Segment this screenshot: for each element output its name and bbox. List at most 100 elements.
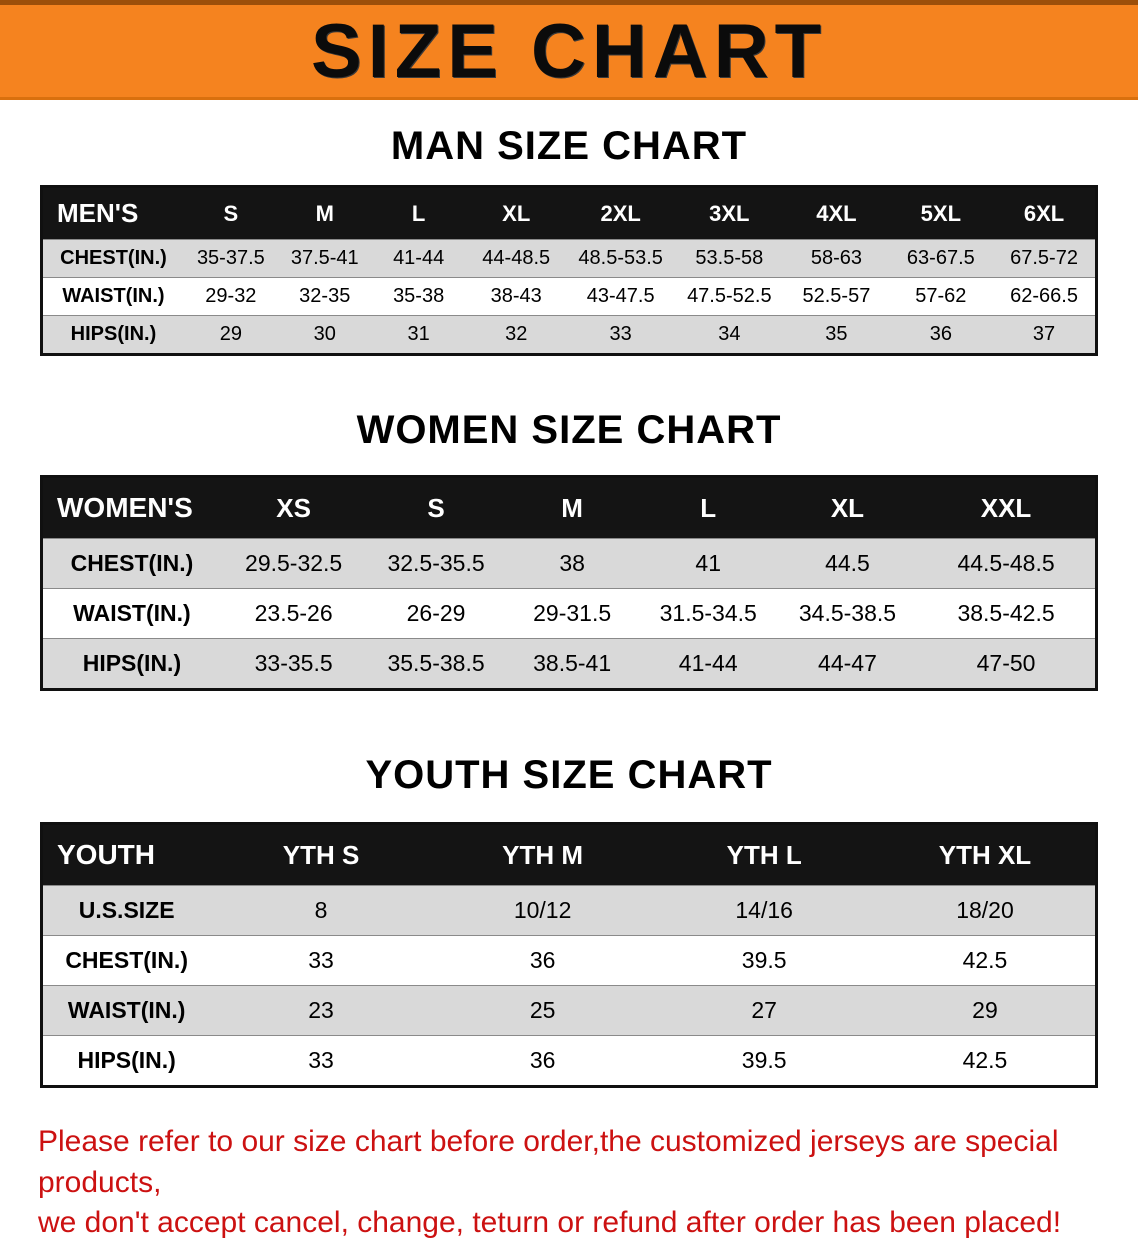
row-label: CHEST(IN.): [41, 538, 221, 589]
cell: 29: [874, 985, 1097, 1036]
women-waist-row: WAIST(IN.) 23.5-26 26-29 29-31.5 31.5-34…: [41, 588, 1097, 639]
row-label: CHEST(IN.): [41, 935, 211, 986]
women-header-label: WOMEN'S: [41, 476, 221, 539]
men-chest-row: CHEST(IN.) 35-37.5 37.5-41 41-44 44-48.5…: [41, 239, 1097, 278]
women-header-size: XS: [220, 476, 367, 539]
cell: 44.5-48.5: [917, 538, 1097, 589]
footer-note: Please refer to our size chart before or…: [38, 1122, 1100, 1244]
cell: 33: [210, 1035, 432, 1087]
cell: 38.5-42.5: [917, 588, 1097, 639]
cell: 26-29: [366, 588, 506, 639]
cell: 23.5-26: [220, 588, 367, 639]
cell: 31: [371, 315, 466, 355]
cell: 44-48.5: [465, 239, 567, 278]
cell: 48.5-53.5: [566, 239, 675, 278]
row-label: HIPS(IN.): [41, 1035, 211, 1087]
men-size-table: MEN'S S M L XL 2XL 3XL 4XL 5XL 6XL CHEST…: [40, 185, 1098, 356]
men-header-row: MEN'S S M L XL 2XL 3XL 4XL 5XL 6XL: [41, 186, 1097, 240]
row-label: CHEST(IN.): [41, 239, 184, 278]
cell: 62-66.5: [993, 277, 1097, 316]
men-header-size: XL: [465, 186, 567, 240]
men-header-size: 6XL: [993, 186, 1097, 240]
cell: 41-44: [638, 638, 778, 690]
cell: 37: [993, 315, 1097, 355]
men-section-heading: MAN SIZE CHART: [390, 124, 748, 168]
banner: SIZE CHART: [0, 0, 1138, 100]
cell: 38: [505, 538, 639, 589]
cell: 32: [465, 315, 567, 355]
cell: 39.5: [653, 1035, 875, 1087]
cell: 33: [210, 935, 432, 986]
banner-title: SIZE CHART: [311, 8, 827, 94]
row-label: U.S.SIZE: [41, 885, 211, 936]
cell: 44.5: [777, 538, 918, 589]
row-label: WAIST(IN.): [41, 588, 221, 639]
cell: 37.5-41: [277, 239, 372, 278]
cell: 14/16: [653, 885, 875, 936]
cell: 35-38: [371, 277, 466, 316]
cell: 42.5: [874, 935, 1097, 986]
youth-hips-row: HIPS(IN.) 33 36 39.5 42.5: [41, 1035, 1097, 1087]
youth-header-row: YOUTH YTH S YTH M YTH L YTH XL: [41, 823, 1097, 886]
cell: 34: [674, 315, 785, 355]
cell: 39.5: [653, 935, 875, 986]
men-header-size: L: [371, 186, 466, 240]
cell: 43-47.5: [566, 277, 675, 316]
men-header-label: MEN'S: [41, 186, 184, 240]
youth-ussize-row: U.S.SIZE 8 10/12 14/16 18/20: [41, 885, 1097, 936]
men-header-size: M: [277, 186, 372, 240]
cell: 32.5-35.5: [366, 538, 506, 589]
cell: 41: [638, 538, 778, 589]
cell: 35-37.5: [183, 239, 278, 278]
cell: 58-63: [784, 239, 889, 278]
cell: 47-50: [917, 638, 1097, 690]
footer-note-line2: we don't accept cancel, change, teturn o…: [38, 1206, 1062, 1239]
women-chest-row: CHEST(IN.) 29.5-32.5 32.5-35.5 38 41 44.…: [41, 538, 1097, 589]
row-label: WAIST(IN.): [41, 985, 211, 1036]
women-header-size: S: [366, 476, 506, 539]
cell: 38-43: [465, 277, 567, 316]
cell: 36: [431, 1035, 654, 1087]
cell: 32-35: [277, 277, 372, 316]
cell: 29-32: [183, 277, 278, 316]
men-header-size: 2XL: [566, 186, 675, 240]
women-size-table: WOMEN'S XS S M L XL XXL CHEST(IN.) 29.5-…: [40, 475, 1098, 691]
cell: 52.5-57: [784, 277, 889, 316]
youth-chest-row: CHEST(IN.) 33 36 39.5 42.5: [41, 935, 1097, 986]
women-header-size: M: [505, 476, 639, 539]
cell: 47.5-52.5: [674, 277, 785, 316]
youth-header-size: YTH L: [653, 823, 875, 886]
cell: 63-67.5: [888, 239, 994, 278]
cell: 29.5-32.5: [220, 538, 367, 589]
cell: 35: [784, 315, 889, 355]
cell: 18/20: [874, 885, 1097, 936]
cell: 36: [888, 315, 994, 355]
youth-header-label: YOUTH: [41, 823, 211, 886]
cell: 38.5-41: [505, 638, 639, 690]
cell: 31.5-34.5: [638, 588, 778, 639]
row-label: HIPS(IN.): [41, 315, 184, 355]
youth-header-size: YTH M: [431, 823, 654, 886]
cell: 44-47: [777, 638, 918, 690]
cell: 57-62: [888, 277, 994, 316]
cell: 29: [183, 315, 278, 355]
men-hips-row: HIPS(IN.) 29 30 31 32 33 34 35 36 37: [41, 315, 1097, 355]
cell: 67.5-72: [993, 239, 1097, 278]
women-hips-row: HIPS(IN.) 33-35.5 35.5-38.5 38.5-41 41-4…: [41, 638, 1097, 690]
youth-waist-row: WAIST(IN.) 23 25 27 29: [41, 985, 1097, 1036]
men-header-size: 3XL: [674, 186, 785, 240]
youth-header-size: YTH S: [210, 823, 432, 886]
row-label: WAIST(IN.): [41, 277, 184, 316]
women-header-size: L: [638, 476, 778, 539]
men-waist-row: WAIST(IN.) 29-32 32-35 35-38 38-43 43-47…: [41, 277, 1097, 316]
women-header-row: WOMEN'S XS S M L XL XXL: [41, 476, 1097, 539]
cell: 36: [431, 935, 654, 986]
cell: 42.5: [874, 1035, 1097, 1087]
cell: 41-44: [371, 239, 466, 278]
men-header-size: S: [183, 186, 278, 240]
row-label: HIPS(IN.): [41, 638, 221, 690]
youth-size-table: YOUTH YTH S YTH M YTH L YTH XL U.S.SIZE …: [40, 822, 1098, 1088]
cell: 25: [431, 985, 654, 1036]
youth-header-size: YTH XL: [874, 823, 1097, 886]
